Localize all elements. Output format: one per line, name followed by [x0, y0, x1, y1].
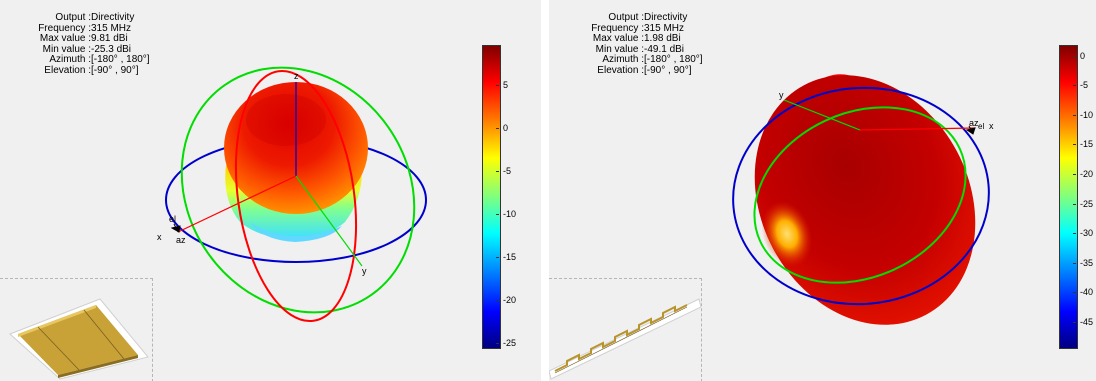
info-row: Azimuth :[-180° , 180°] — [602, 54, 703, 66]
x-axis — [859, 127, 976, 131]
info-row: Min value :-25.3 dBi — [42, 43, 132, 55]
colorbar-tick-label: -45 — [1072, 317, 1093, 327]
info-text: Output :Directivity Frequency :315 MHz M… — [557, 12, 703, 77]
info-row: Elevation :[-90° , 90°] — [44, 64, 139, 76]
meander-antenna-icon — [549, 298, 702, 380]
info-text: Output :Directivity Frequency :315 MHz M… — [4, 12, 150, 77]
colorbar-tick-label: -10 — [495, 209, 516, 219]
antenna-geometry-inset[interactable] — [549, 278, 702, 381]
pattern-main-lobe — [754, 75, 976, 325]
elevation-circle-yz — [753, 106, 967, 284]
info-row: Max value :1.98 dBi — [592, 33, 681, 45]
y-axis-label: y — [362, 266, 367, 276]
info-row: Frequency :315 MHz — [38, 22, 132, 34]
azimuth-circle — [732, 86, 990, 306]
colorbar-tick-label: -20 — [495, 295, 516, 305]
y-axis — [295, 175, 363, 267]
pattern-3d-view[interactable]: x y az el — [549, 0, 1096, 381]
x-axis-label: x — [989, 121, 994, 131]
az-el-marker-icon — [965, 125, 976, 135]
patch-antenna-icon — [9, 298, 149, 380]
info-row: Frequency :315 MHz — [591, 22, 685, 34]
elevation-circle-xz — [234, 69, 358, 323]
y-axis — [783, 99, 861, 131]
el-label: el — [169, 214, 176, 224]
pattern-cyan-fringe — [250, 222, 342, 242]
z-axis-label: z — [294, 71, 299, 81]
colorbar-tick-label: -30 — [1072, 228, 1093, 238]
colorbar-tick-label: 5 — [495, 80, 508, 90]
info-row: Output :Directivity — [608, 12, 688, 23]
az-el-marker-icon — [170, 223, 181, 233]
colorbar-tick-label: -35 — [1072, 258, 1093, 268]
info-row: Output :Directivity — [55, 12, 135, 23]
info-row: Min value :-49.1 dBi — [595, 43, 685, 55]
el-label: el — [978, 122, 984, 131]
elevation-circle-yz — [180, 66, 416, 314]
az-label: az — [176, 235, 186, 245]
info-row: Elevation :[-90° , 90°] — [597, 64, 692, 76]
info-row: Max value :9.81 dBi — [39, 33, 128, 45]
colorbar-tick-label: -25 — [495, 338, 516, 348]
pattern-3d-view[interactable]: z x y el az — [0, 0, 541, 381]
info-row: Azimuth :[-180° , 180°] — [49, 54, 150, 66]
x-axis-label: x — [157, 232, 162, 242]
left-pattern-panel: Output :Directivity Frequency :315 MHz M… — [0, 0, 541, 381]
colorbar-tick-label: -40 — [1072, 287, 1093, 297]
pattern-null-region — [761, 201, 813, 267]
colorbar-tick-label: 0 — [1072, 51, 1085, 61]
colorbar-tick-label: -15 — [495, 252, 516, 262]
az-label: az — [969, 118, 979, 128]
colorbar-tick-label: -15 — [1072, 139, 1093, 149]
pattern-highlight — [246, 94, 326, 146]
right-pattern-panel: Output :Directivity Frequency :315 MHz M… — [549, 0, 1096, 381]
colorbar-tick-label: -10 — [1072, 110, 1093, 120]
antenna-geometry-inset[interactable] — [0, 278, 153, 381]
colorbar-tick-label: 0 — [495, 123, 508, 133]
colorbar — [482, 45, 501, 349]
colorbar-tick-label: -20 — [1072, 169, 1093, 179]
colorbar-tick-label: -25 — [1072, 199, 1093, 209]
colorbar-tick-label: -5 — [1072, 80, 1088, 90]
colorbar-tick-label: -5 — [495, 166, 511, 176]
colorbar — [1059, 45, 1078, 349]
y-axis-label: y — [779, 90, 784, 100]
x-axis — [177, 175, 297, 233]
